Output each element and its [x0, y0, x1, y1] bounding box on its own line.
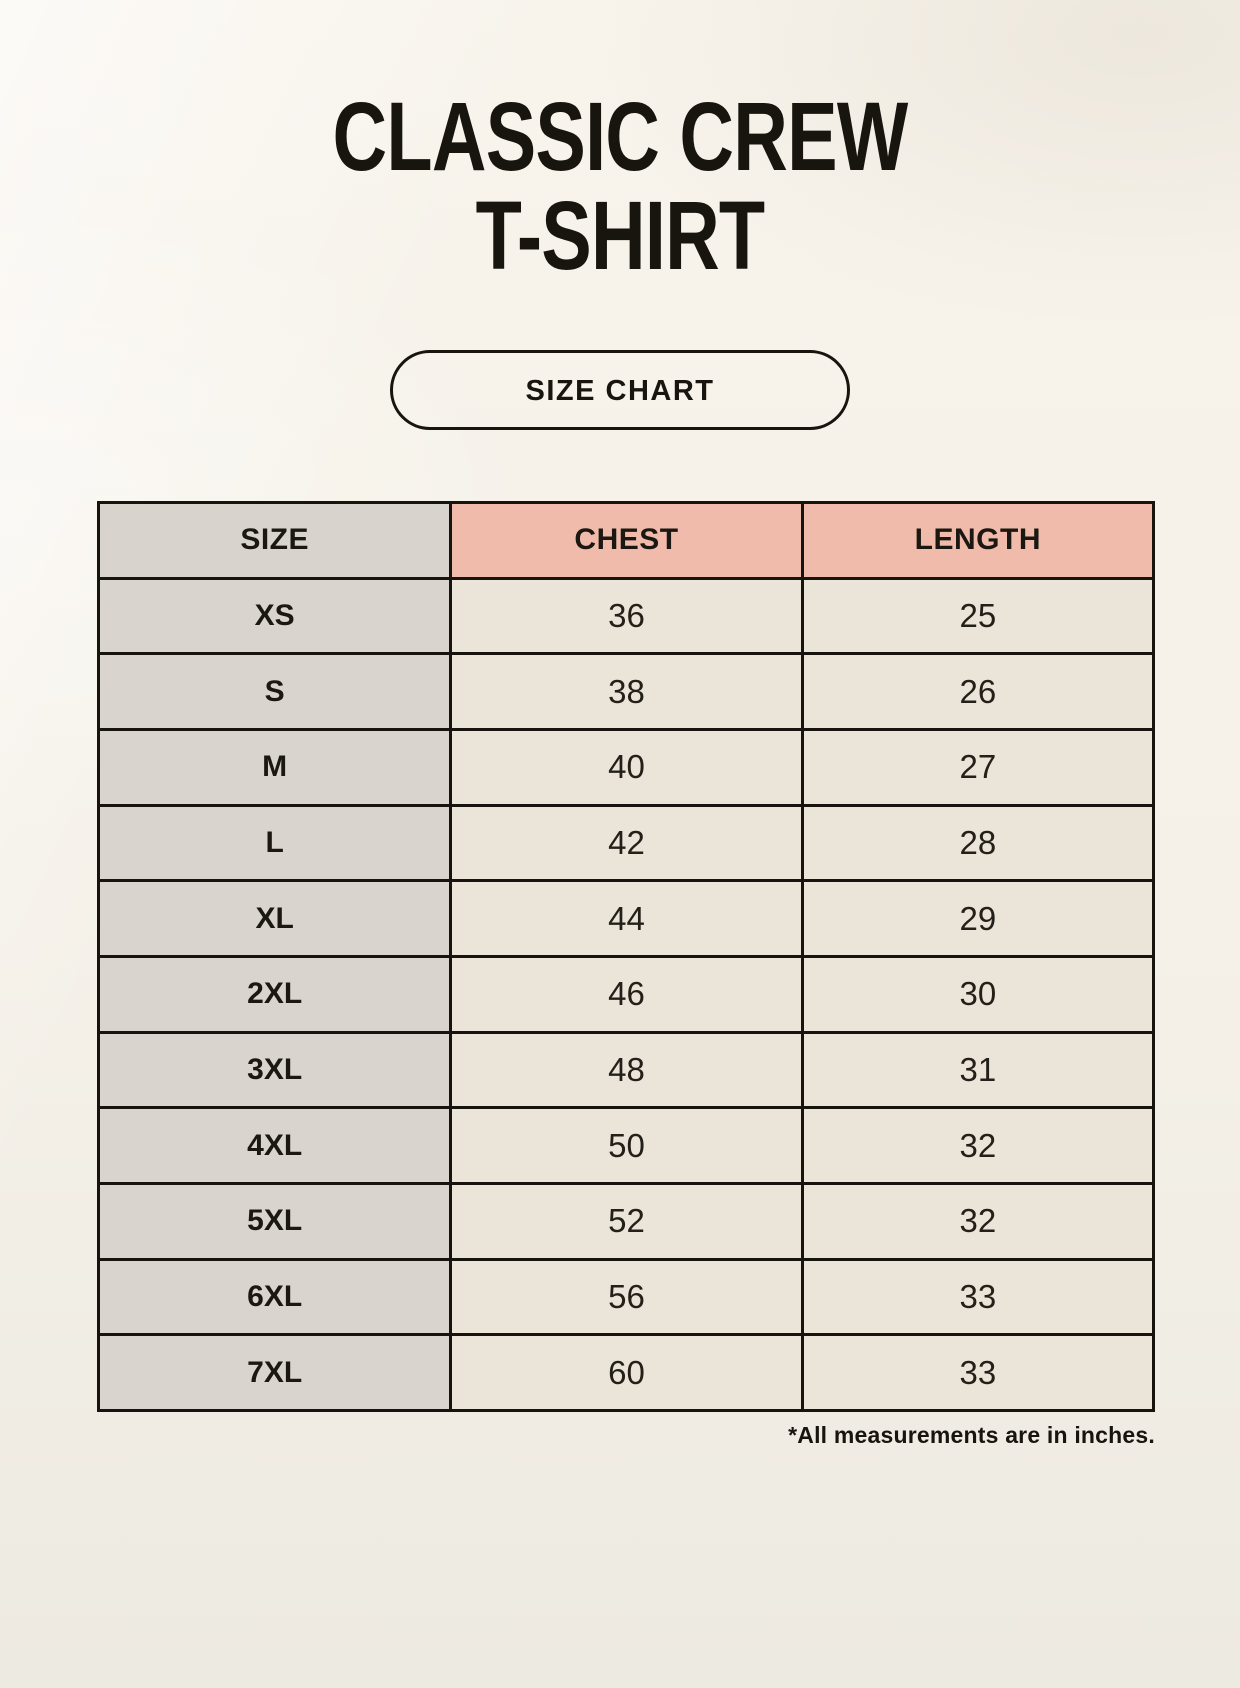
table-row: S 38 26 — [96, 652, 1156, 731]
length-cell: 33 — [800, 1333, 1156, 1413]
size-chart-badge-container: SIZE CHART — [0, 349, 1240, 430]
table-row: M 40 27 — [96, 727, 1156, 807]
table-header-row: SIZE CHEST LENGTH — [96, 500, 1156, 580]
table-row: 6XL 56 33 — [96, 1257, 1156, 1337]
chest-cell: 60 — [449, 1333, 804, 1413]
column-header-chest: CHEST — [449, 500, 804, 580]
length-cell: 25 — [800, 576, 1156, 656]
size-cell: S — [96, 652, 453, 731]
page-title-line1: CLASSIC CREW — [332, 82, 909, 191]
length-cell: 32 — [800, 1182, 1156, 1261]
measurements-footnote: *All measurements are in inches. — [788, 1422, 1155, 1449]
size-cell: 4XL — [96, 1106, 453, 1186]
chest-cell: 50 — [449, 1106, 804, 1186]
chest-cell: 44 — [449, 879, 804, 958]
column-header-size: SIZE — [96, 500, 453, 580]
table-row: XS 36 25 — [96, 576, 1156, 656]
column-header-length: LENGTH — [800, 500, 1156, 580]
size-chart-table: SIZE CHEST LENGTH XS 36 25 S 38 26 M 40 … — [96, 500, 1156, 1413]
length-cell: 33 — [800, 1257, 1156, 1337]
size-cell: 7XL — [96, 1333, 453, 1413]
chest-cell: 42 — [449, 803, 804, 883]
length-cell: 30 — [800, 955, 1156, 1034]
chest-cell: 52 — [449, 1182, 804, 1261]
length-cell: 29 — [800, 879, 1156, 958]
table-row: 5XL 52 32 — [96, 1182, 1156, 1261]
length-cell: 32 — [800, 1106, 1156, 1186]
page-title: CLASSIC CREW T-SHIRT — [136, 82, 1103, 290]
length-cell: 26 — [800, 652, 1156, 731]
chest-cell: 36 — [449, 576, 804, 656]
size-cell: XL — [96, 879, 453, 958]
chest-cell: 38 — [449, 652, 804, 731]
length-cell: 31 — [800, 1030, 1156, 1110]
page-title-line2: T-SHIRT — [475, 180, 766, 290]
table-row: L 42 28 — [96, 803, 1156, 883]
size-cell: XS — [96, 576, 453, 656]
chest-cell: 40 — [449, 727, 804, 807]
length-cell: 28 — [800, 803, 1156, 883]
size-cell: 5XL — [96, 1182, 453, 1261]
table-row: 4XL 50 32 — [96, 1106, 1156, 1186]
size-cell: L — [96, 803, 453, 883]
chest-cell: 46 — [449, 955, 804, 1034]
size-cell: 6XL — [96, 1257, 453, 1337]
table-row: 2XL 46 30 — [96, 955, 1156, 1034]
size-cell: 3XL — [96, 1030, 453, 1110]
size-cell: 2XL — [96, 955, 453, 1034]
size-cell: M — [96, 727, 453, 807]
length-cell: 27 — [800, 727, 1156, 807]
size-chart-button[interactable]: SIZE CHART — [390, 349, 850, 430]
chest-cell: 48 — [449, 1030, 804, 1110]
chest-cell: 56 — [449, 1257, 804, 1337]
table-row: 3XL 48 31 — [96, 1030, 1156, 1110]
table-row: 7XL 60 33 — [96, 1333, 1156, 1413]
table-row: XL 44 29 — [96, 879, 1156, 958]
